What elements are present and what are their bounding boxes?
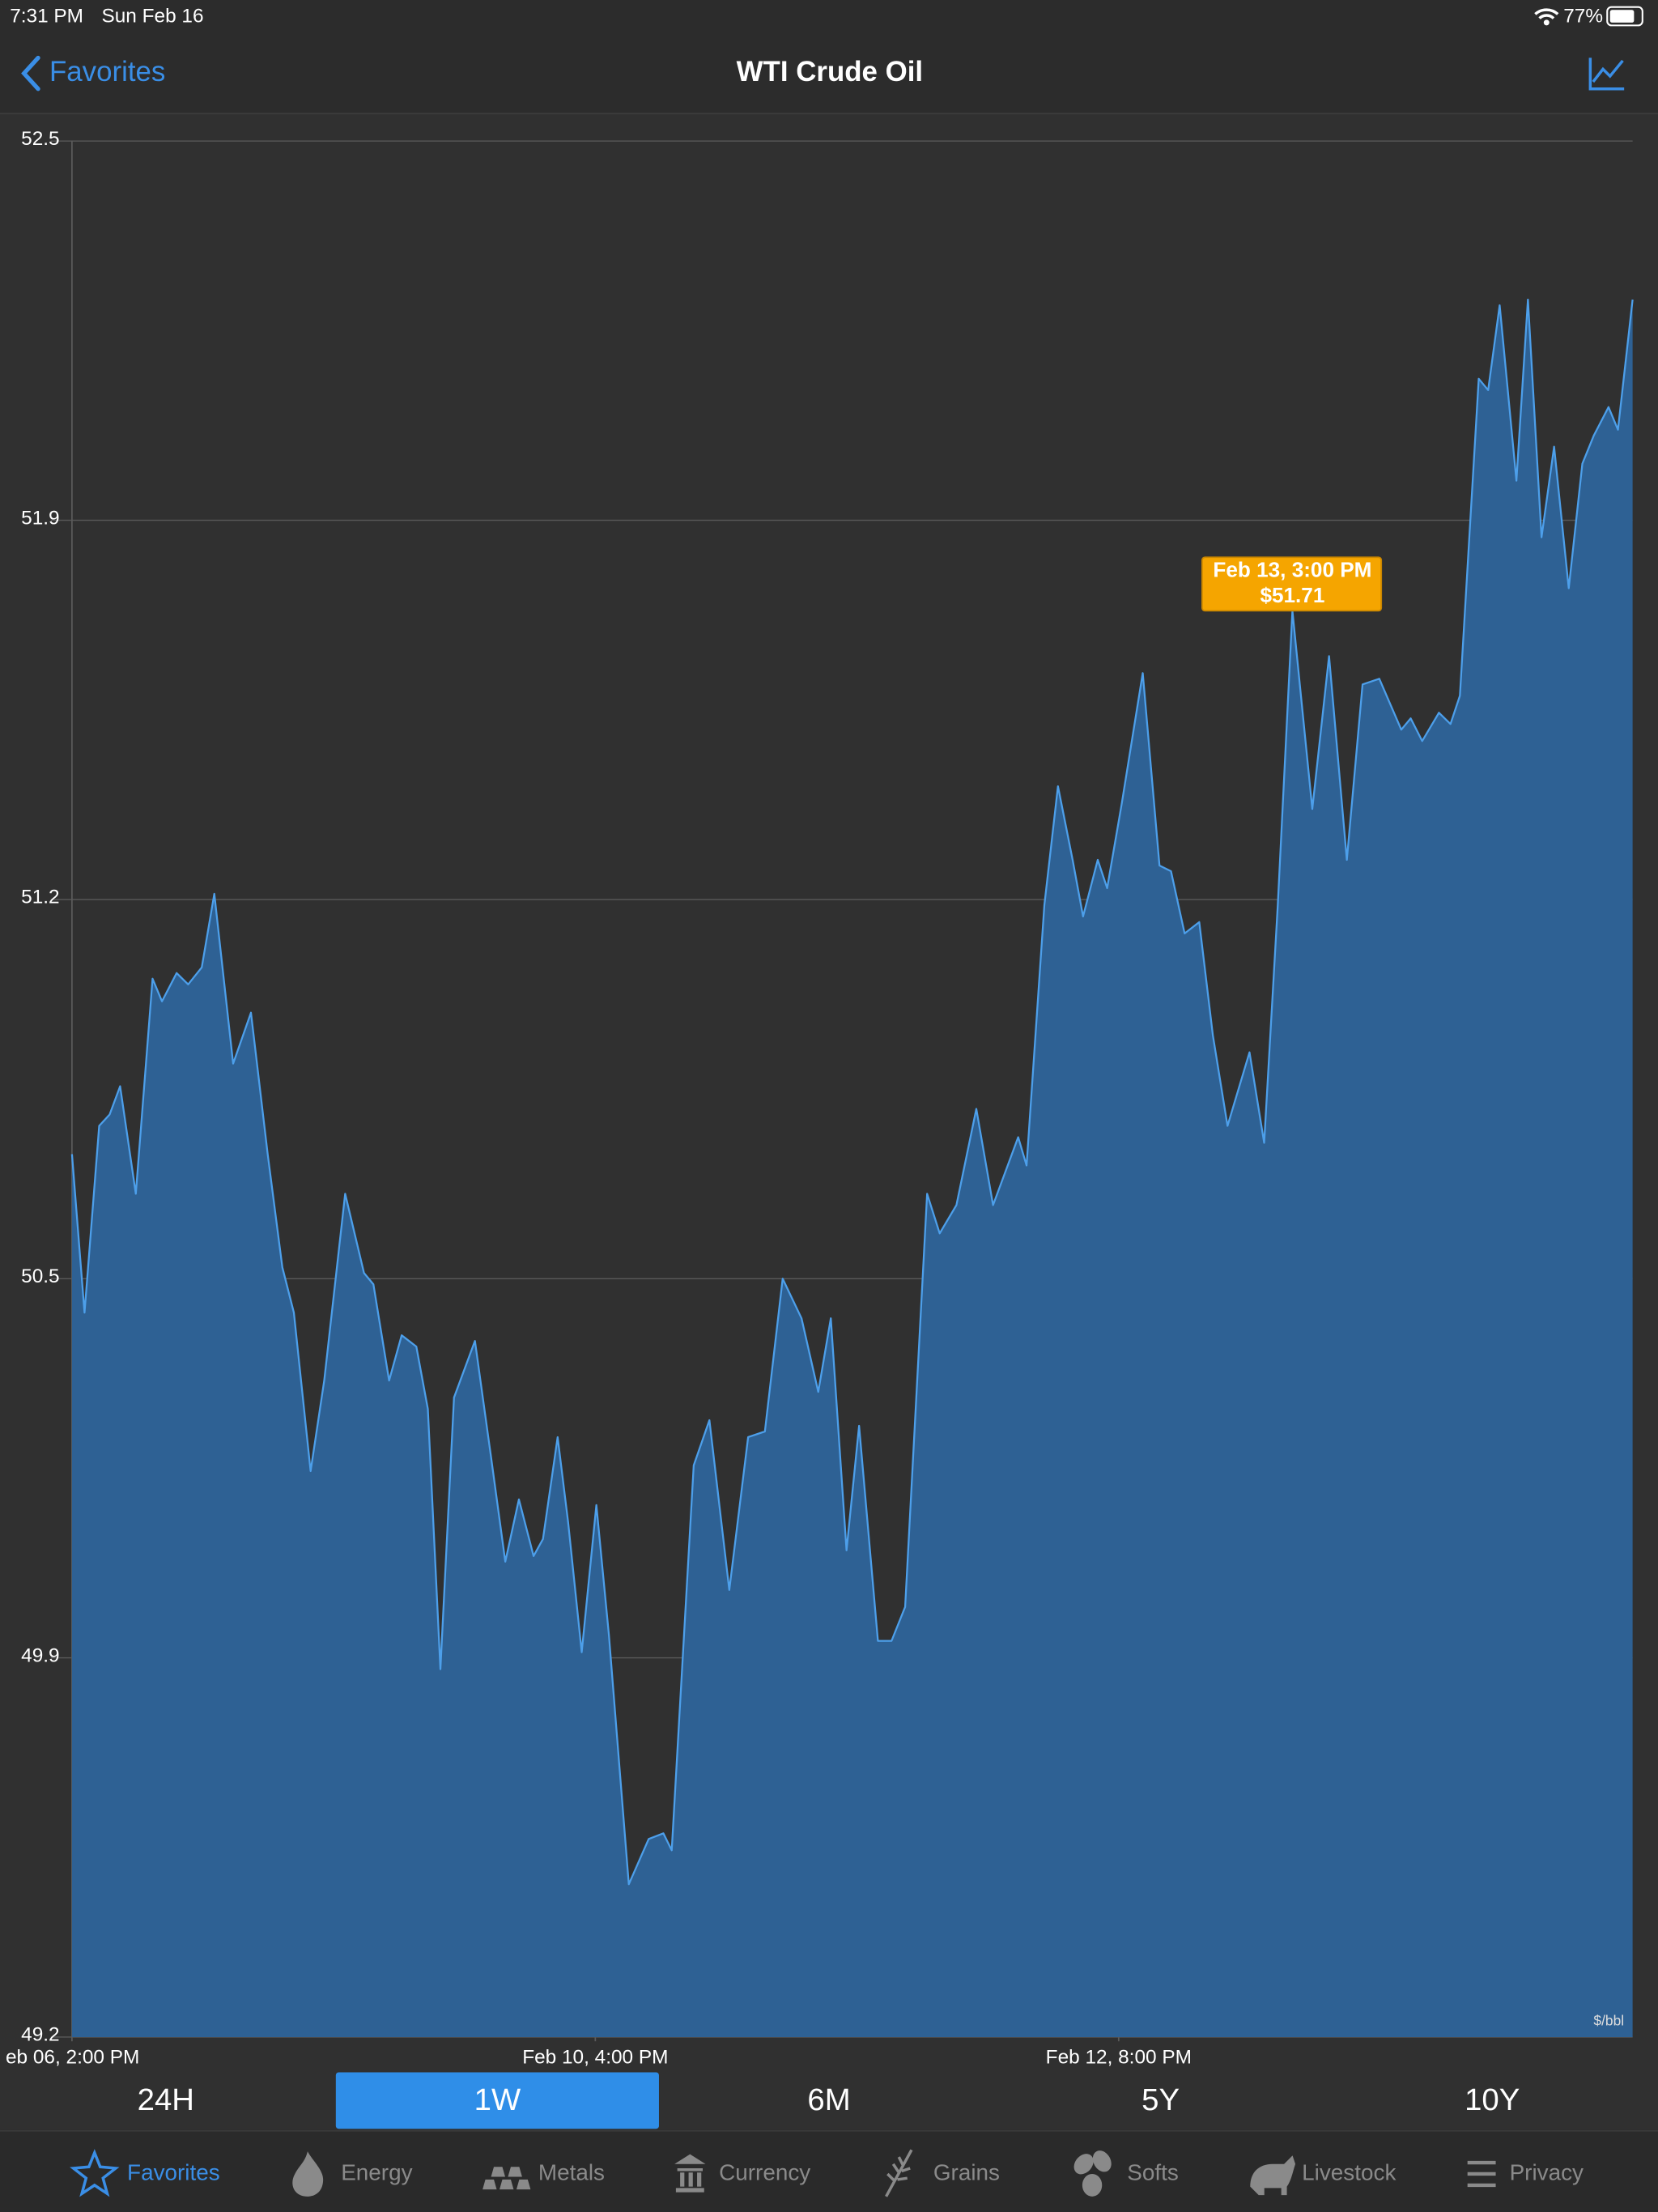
livestock-icon[interactable] [1250, 2155, 1296, 2196]
x-tick-label: Feb 10, 4:00 PM [522, 2047, 668, 2069]
range-tab[interactable]: 24H [138, 2082, 194, 2117]
tab-label[interactable]: Energy [341, 2159, 412, 2184]
y-tick-label: 50.5 [21, 1266, 59, 1287]
tab-label[interactable]: Favorites [127, 2159, 220, 2184]
status-battery: 77% [1563, 5, 1603, 27]
wifi-icon-dot [1543, 19, 1550, 26]
tooltip-price: $51.71 [1260, 583, 1324, 607]
y-tick-label: 52.5 [21, 128, 59, 150]
y-tick-label: 51.9 [21, 507, 59, 529]
back-label[interactable]: Favorites [49, 56, 165, 87]
tab-label[interactable]: Softs [1127, 2159, 1179, 2184]
tab-bar: Favorites Energy Metals Currency Grains Softs… [70, 2147, 1584, 2197]
x-tick-label: eb 06, 2:00 PM [6, 2047, 139, 2069]
back-button[interactable]: Favorites [21, 55, 166, 91]
range-tab[interactable]: 5Y [1141, 2082, 1180, 2117]
chart-type-button[interactable] [1588, 57, 1625, 91]
tab-bar-background [0, 2129, 1658, 2212]
range-tab[interactable]: 10Y [1465, 2082, 1520, 2117]
price-line [70, 298, 1634, 1886]
chart-type-icon[interactable] [1588, 57, 1625, 91]
softs-icon[interactable] [1070, 2147, 1116, 2197]
y-tick-label: 49.2 [21, 2024, 59, 2046]
nav-title: WTI Crude Oil [737, 56, 923, 87]
range-tab[interactable]: 1W [474, 2082, 521, 2117]
tab-label[interactable]: Grains [933, 2159, 1000, 2184]
tooltip-date: Feb 13, 3:00 PM [1213, 558, 1371, 582]
y-tick-label: 49.9 [21, 1644, 59, 1666]
wifi-icon [1534, 8, 1559, 19]
tooltip-box [1201, 556, 1383, 612]
battery-level [1609, 10, 1635, 23]
tab-label[interactable]: Livestock [1302, 2159, 1396, 2184]
metals-icon[interactable] [483, 2167, 531, 2190]
tab-label[interactable]: Currency [719, 2159, 810, 2184]
favorites-icon[interactable] [70, 2149, 120, 2197]
unit-label: $/bbl [1593, 2012, 1624, 2028]
y-tick-label: 51.2 [21, 887, 59, 908]
tab-label[interactable]: Metals [538, 2159, 605, 2184]
price-area [71, 299, 1633, 2037]
range-tab[interactable]: 6M [807, 2082, 850, 2117]
privacy-icon[interactable] [1467, 2160, 1496, 2188]
range-tab-selected[interactable] [335, 2072, 659, 2129]
price-chart: 49.2 49.9 50.5 51.2 51.9 52.5 eb 06, 2:00 PM Fe… [6, 128, 1634, 2069]
tab-label[interactable]: Privacy [1510, 2159, 1584, 2184]
header-background [0, 0, 1658, 113]
grains-icon[interactable] [885, 2149, 913, 2197]
status-date: Sun Feb 16 [101, 5, 203, 27]
battery-icon [1606, 6, 1643, 27]
x-tick-label: Feb 12, 8:00 PM [1046, 2047, 1192, 2069]
back-chevron[interactable] [21, 55, 40, 91]
status-time: 7:31 PM [10, 5, 83, 27]
energy-icon[interactable] [292, 2151, 324, 2197]
range-selector: 24H 1W 6M 5Y 10Y [138, 2072, 1520, 2129]
currency-icon[interactable] [674, 2154, 706, 2193]
